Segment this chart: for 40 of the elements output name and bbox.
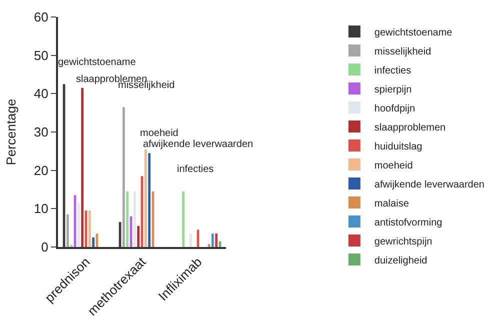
annotation: gewichtstoename bbox=[58, 57, 136, 68]
y-axis-title: Percentage bbox=[3, 98, 18, 166]
legend-label: gewrichtspijn bbox=[374, 236, 432, 248]
bar bbox=[182, 191, 185, 247]
annotation: afwijkende leverwaarden bbox=[143, 139, 254, 150]
bar bbox=[211, 234, 214, 247]
legend-label: moeheid bbox=[374, 160, 413, 172]
bar bbox=[144, 149, 147, 247]
y-tick-label: 20 bbox=[34, 162, 48, 178]
bar bbox=[66, 214, 69, 247]
legend-label: duizeligheid bbox=[374, 255, 428, 266]
y-tick-label: 60 bbox=[34, 10, 48, 25]
bar bbox=[134, 191, 136, 247]
legend-label: malaise bbox=[374, 198, 410, 210]
bar bbox=[77, 202, 80, 247]
bar bbox=[122, 107, 125, 247]
legend-label: slaapproblemen bbox=[374, 122, 446, 134]
y-tick-label: 10 bbox=[34, 201, 48, 216]
y-tick-label: 50 bbox=[34, 48, 48, 63]
bar bbox=[88, 210, 91, 247]
bar bbox=[92, 237, 95, 247]
legend-label: infecties bbox=[374, 65, 412, 76]
y-tick-label: 0 bbox=[41, 240, 48, 255]
bar bbox=[137, 226, 140, 247]
legend-label: hoofdpijn bbox=[374, 103, 416, 114]
bar bbox=[190, 234, 192, 247]
y-tick-label: 40 bbox=[34, 86, 48, 102]
legend-label: misselijkheid bbox=[374, 46, 432, 58]
legend-label: afwijkende leverwaarden bbox=[374, 179, 484, 190]
legend-label: spierpijn bbox=[374, 84, 412, 96]
bar bbox=[126, 191, 129, 247]
annotation: infecties bbox=[177, 164, 214, 175]
legend-label: huiduitslag bbox=[374, 141, 422, 152]
bar bbox=[81, 88, 84, 247]
bar bbox=[215, 234, 218, 247]
annotation: moeheid bbox=[140, 128, 178, 139]
y-tick-label: 30 bbox=[34, 124, 48, 140]
legend-label: gewichtstoename bbox=[374, 27, 453, 38]
bar bbox=[148, 153, 151, 247]
legend-label: antistofvorming bbox=[374, 217, 442, 228]
